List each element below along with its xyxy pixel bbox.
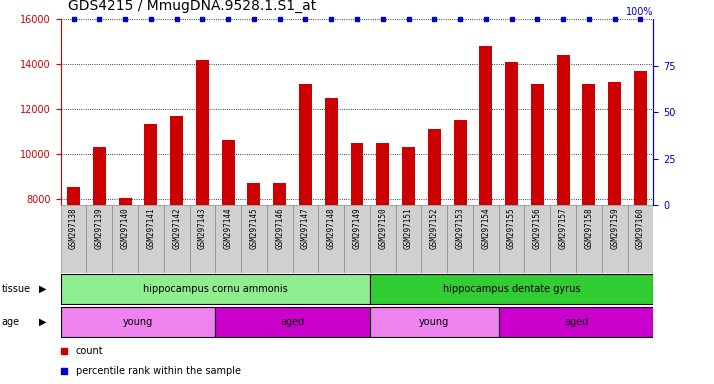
Text: GSM297156: GSM297156 <box>533 207 542 249</box>
Bar <box>550 205 576 273</box>
Bar <box>216 306 370 337</box>
Bar <box>138 205 164 273</box>
Text: GSM297157: GSM297157 <box>558 207 568 249</box>
Bar <box>370 306 498 337</box>
Bar <box>583 84 595 378</box>
Text: aged: aged <box>281 316 305 327</box>
Text: young: young <box>419 316 449 327</box>
Bar <box>602 205 628 273</box>
Text: GSM297152: GSM297152 <box>430 207 439 249</box>
Text: GSM297159: GSM297159 <box>610 207 619 249</box>
Text: ▶: ▶ <box>39 316 47 327</box>
Bar <box>531 84 544 378</box>
Text: GSM297145: GSM297145 <box>249 207 258 249</box>
Bar <box>498 306 653 337</box>
Text: young: young <box>123 316 153 327</box>
Text: percentile rank within the sample: percentile rank within the sample <box>76 366 241 376</box>
Bar <box>344 205 370 273</box>
Bar <box>402 147 415 378</box>
Bar <box>86 205 112 273</box>
Text: GSM297146: GSM297146 <box>275 207 284 249</box>
Text: GSM297139: GSM297139 <box>95 207 104 249</box>
Bar <box>376 142 389 378</box>
Text: GSM297149: GSM297149 <box>353 207 361 249</box>
Bar <box>61 306 216 337</box>
Bar <box>370 274 653 304</box>
Bar <box>273 183 286 378</box>
Text: GSM297151: GSM297151 <box>404 207 413 249</box>
Bar <box>93 147 106 378</box>
Text: GSM297153: GSM297153 <box>456 207 465 249</box>
Text: GSM297158: GSM297158 <box>584 207 593 249</box>
Bar <box>293 205 318 273</box>
Bar <box>557 55 570 378</box>
Text: GSM297144: GSM297144 <box>223 207 233 249</box>
Bar <box>61 274 370 304</box>
Bar <box>505 62 518 378</box>
Bar <box>222 141 235 378</box>
Bar <box>396 205 421 273</box>
Bar <box>216 205 241 273</box>
Text: hippocampus dentate gyrus: hippocampus dentate gyrus <box>443 284 580 294</box>
Bar <box>576 205 602 273</box>
Bar <box>112 205 138 273</box>
Bar <box>428 129 441 378</box>
Text: ▶: ▶ <box>39 284 47 294</box>
Bar <box>61 205 86 273</box>
Bar <box>479 46 492 378</box>
Bar <box>525 205 550 273</box>
Text: GSM297143: GSM297143 <box>198 207 207 249</box>
Text: GSM297141: GSM297141 <box>146 207 156 249</box>
Text: age: age <box>1 316 19 327</box>
Text: GSM297160: GSM297160 <box>636 207 645 249</box>
Text: aged: aged <box>564 316 588 327</box>
Bar <box>370 205 396 273</box>
Text: GSM297142: GSM297142 <box>172 207 181 249</box>
Bar <box>189 205 216 273</box>
Bar <box>119 198 131 378</box>
Text: GSM297147: GSM297147 <box>301 207 310 249</box>
Text: GSM297140: GSM297140 <box>121 207 130 249</box>
Bar <box>267 205 293 273</box>
Bar <box>318 205 344 273</box>
Bar <box>351 142 363 378</box>
Bar <box>473 205 498 273</box>
Text: GDS4215 / MmugDNA.9528.1.S1_at: GDS4215 / MmugDNA.9528.1.S1_at <box>68 0 316 13</box>
Bar <box>299 84 312 378</box>
Bar <box>241 205 267 273</box>
Bar <box>634 71 647 378</box>
Text: 100%: 100% <box>625 7 653 17</box>
Bar <box>453 120 466 378</box>
Bar <box>170 116 183 378</box>
Bar <box>608 82 621 378</box>
Bar <box>325 98 338 378</box>
Bar <box>144 124 157 378</box>
Text: GSM297148: GSM297148 <box>327 207 336 249</box>
Text: tissue: tissue <box>1 284 31 294</box>
Bar <box>196 60 208 378</box>
Bar <box>67 187 80 378</box>
Text: GSM297155: GSM297155 <box>507 207 516 249</box>
Bar <box>248 183 261 378</box>
Text: hippocampus cornu ammonis: hippocampus cornu ammonis <box>143 284 288 294</box>
Text: GSM297138: GSM297138 <box>69 207 78 249</box>
Bar <box>164 205 189 273</box>
Bar <box>447 205 473 273</box>
Bar <box>421 205 447 273</box>
Bar <box>628 205 653 273</box>
Text: GSM297150: GSM297150 <box>378 207 387 249</box>
Text: GSM297154: GSM297154 <box>481 207 491 249</box>
Bar <box>498 205 525 273</box>
Text: count: count <box>76 346 103 356</box>
